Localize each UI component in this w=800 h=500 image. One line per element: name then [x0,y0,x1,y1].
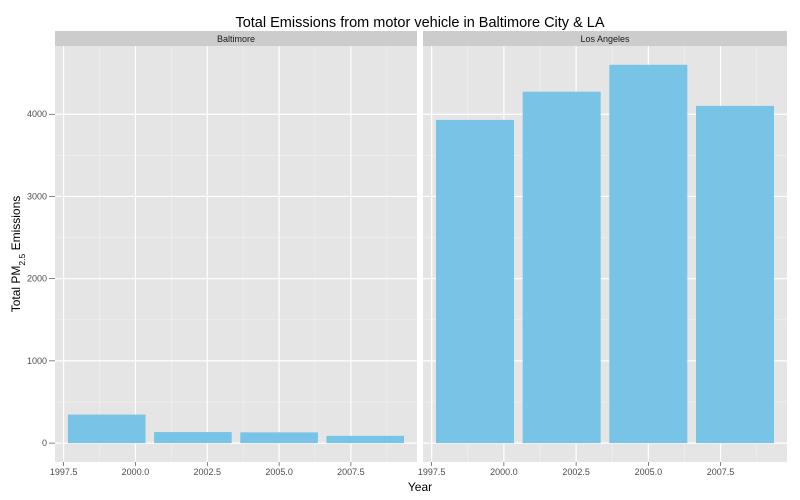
facet-panel-0: Baltimore 1997.5 2000.0 2002.5 2005.0 2007.5 [50,31,417,477]
facet-strip [423,31,787,46]
y-tick-label: 0 [42,438,47,448]
y-axis-ticks: 0 1000 2000 3000 4000 [27,109,55,448]
bar-baltimore-2002 [154,432,232,444]
bar-baltimore-1999 [67,414,146,444]
bar-baltimore-2008 [326,435,405,444]
x-tick-label: 2005.0 [635,467,663,477]
x-tick-label: 2002.5 [194,467,222,477]
y-axis-title-prefix: Total PM [9,266,23,313]
facet-panel-1: Los Angeles 1997.5 2000.0 2002.5 2005.0 2007.… [418,31,787,477]
facet-strip-label: Baltimore [217,34,255,44]
x-axis-title: Year [408,480,432,494]
x-tick-label: 1997.5 [50,467,78,477]
y-tick-label: 4000 [27,109,47,119]
facet-strip-label: Los Angeles [580,34,630,44]
x-tick-label: 2002.5 [562,467,590,477]
facet-strip [55,31,417,46]
x-tick-label: 2000.0 [122,467,150,477]
chart-title: Total Emissions from motor vehicle in Ba… [235,15,604,31]
panel-background [55,46,417,462]
bar-los-angeles-2002 [522,91,601,444]
x-tick-label: 1997.5 [418,467,446,477]
x-tick-label: 2007.5 [337,467,365,477]
bar-los-angeles-2005 [609,64,688,444]
x-tick-label: 2000.0 [490,467,518,477]
y-axis-title-suffix: Emissions [9,196,23,254]
bar-baltimore-2005 [240,432,318,444]
y-tick-label: 3000 [27,191,47,201]
bar-los-angeles-2008 [696,105,774,444]
y-axis-title-subscript: 2.5 [17,253,27,265]
bar-los-angeles-1999 [436,119,514,444]
y-axis-title: Total PM2.5 Emissions [9,196,27,313]
x-tick-label: 2005.0 [265,467,293,477]
y-tick-label: 1000 [27,356,47,366]
x-tick-label: 2007.5 [707,467,735,477]
y-tick-label: 2000 [27,274,47,284]
